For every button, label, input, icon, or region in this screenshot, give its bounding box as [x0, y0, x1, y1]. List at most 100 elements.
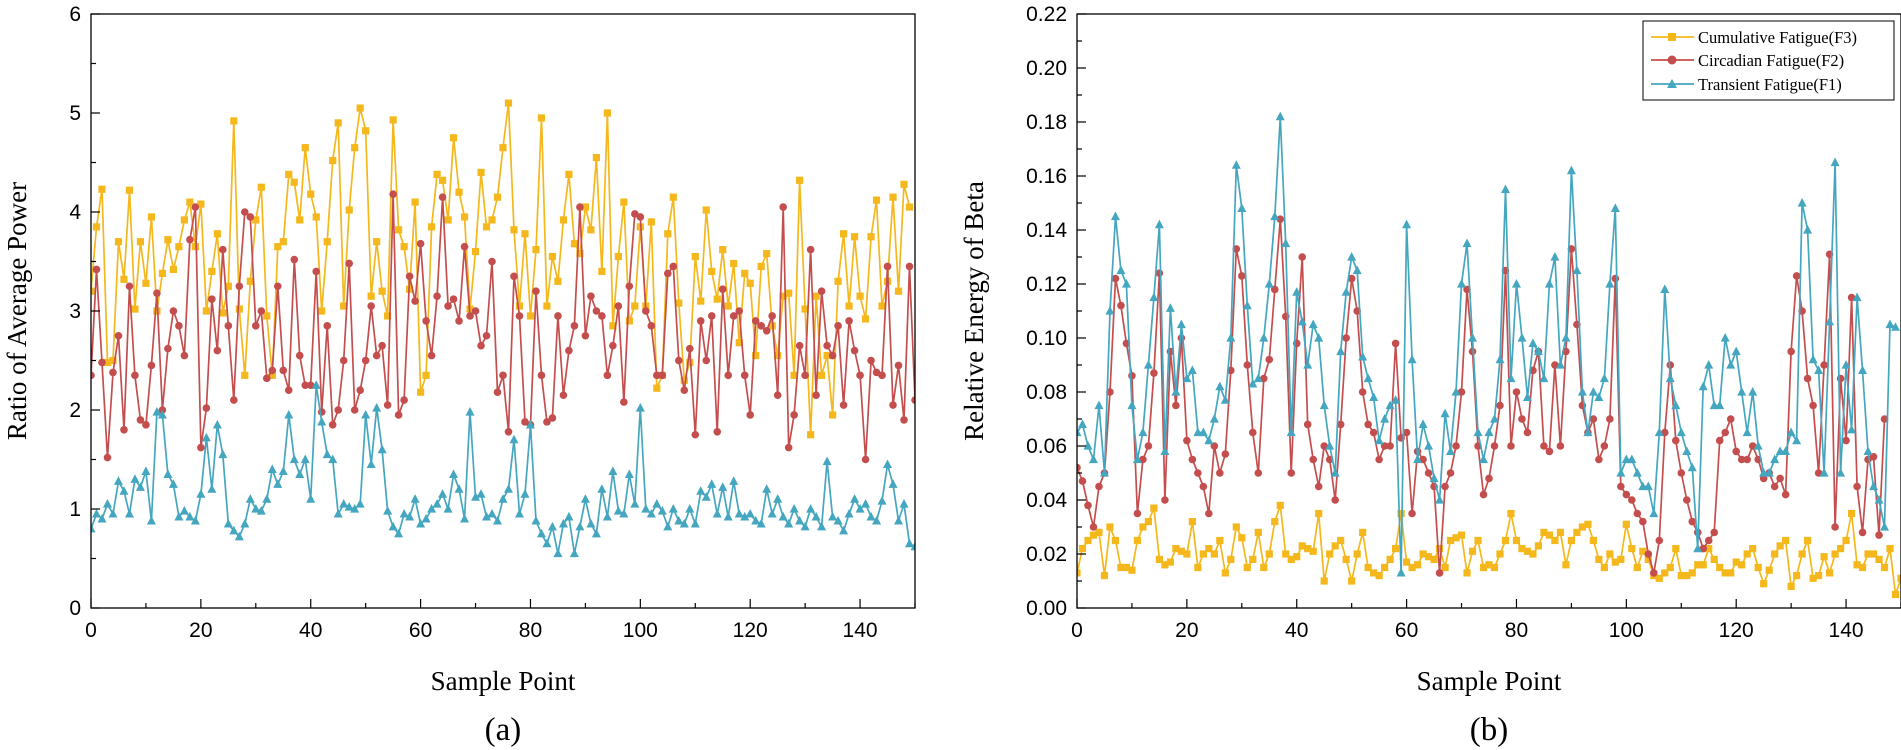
- panel-a-series-f2-point: [471, 307, 480, 315]
- panel-a-series-f3-point: [510, 226, 518, 234]
- panel-a-series-f1-point: [311, 380, 321, 389]
- panel-b-series-f1-point: [1143, 360, 1153, 369]
- panel-b-series-f3-point: [1452, 534, 1460, 542]
- panel-b-series-f2-point: [1781, 490, 1790, 499]
- panel-b-series-f1-point: [1330, 468, 1340, 477]
- panel-b-series-f2-point: [1512, 388, 1521, 396]
- panel-b-series-f1-point: [1077, 419, 1087, 428]
- panel-a-series-f1-point: [894, 515, 904, 525]
- panel-a-series-f3-point: [136, 238, 145, 246]
- panel-b-series-f3-point: [1864, 550, 1872, 558]
- panel-b-series-f1-point: [1308, 319, 1318, 329]
- panel-b-data-marks: [1077, 111, 1901, 599]
- panel-a-series-f3-point: [125, 186, 134, 194]
- panel-a-series-f2-point: [559, 391, 568, 399]
- panel-b-series-f2-point: [1276, 215, 1285, 223]
- panel-a-series-f2-point: [889, 401, 897, 409]
- panel-b-series-f2-point: [1248, 428, 1257, 437]
- panel-b-series-f2-point: [1485, 474, 1493, 483]
- panel-b-series-f3-point: [1842, 536, 1850, 545]
- panel-a-series-f1-point: [729, 476, 739, 485]
- panel-a-series-f2-point: [175, 322, 183, 330]
- panel-a-series-f1-point: [97, 513, 107, 523]
- panel-b-series-f2-point: [1128, 372, 1136, 380]
- panel-a-series-f3-point: [235, 305, 243, 313]
- panel-a-series-f2-point: [197, 443, 205, 452]
- panel-b-series-f1-point: [1127, 400, 1137, 410]
- panel-a-series-f1-point: [734, 508, 744, 518]
- panel-a-series-f2-point: [790, 411, 798, 419]
- panel-a-series-f2-point: [186, 235, 194, 244]
- panel-b-series-f1-point: [1479, 454, 1489, 464]
- panel-b-series-f1-point: [1094, 400, 1104, 410]
- panel-a-series-f3-point: [158, 269, 167, 277]
- panel-a-series-f3-point: [444, 216, 452, 224]
- panel-a-series-f3-point: [752, 351, 760, 360]
- panel-a-series-f2-point: [334, 406, 343, 414]
- panel-b-series-f3-point: [1732, 558, 1740, 566]
- panel-a-y-tick-label: 0: [69, 597, 81, 620]
- panel-a-series-f1-point: [569, 548, 579, 558]
- panel-b-series-f3-point: [1545, 531, 1554, 539]
- panel-a-series-f2-point: [850, 346, 859, 355]
- panel-b-series-f2-point: [1452, 442, 1460, 450]
- panel-a-series-f1-point: [471, 492, 481, 501]
- panel-a-y-tick-label: 1: [69, 498, 81, 521]
- panel-a-series-f2-point: [768, 312, 776, 320]
- panel-b-series-f1-point: [1226, 333, 1236, 342]
- panel-a-series-f1-point: [602, 511, 612, 521]
- panel-a-series-f3-point: [422, 371, 430, 379]
- panel-a-series-f1-point: [344, 502, 354, 511]
- panel-a-series-f1-point: [284, 409, 294, 419]
- panel-b-series-f2-point: [1589, 415, 1598, 423]
- panel-a-series-f3-point: [620, 198, 628, 206]
- panel-a-series-f3-point: [417, 388, 425, 396]
- panel-a-series-f1-point: [558, 518, 568, 528]
- panel-a-axes: 0 20 40 60 80 100 120 140 0 1 2 3 4 5 6: [69, 3, 916, 642]
- panel-a-series-f3-point: [532, 246, 540, 254]
- panel-b-series-f1-point: [1253, 373, 1263, 383]
- panel-b-series-f1-point: [1264, 279, 1274, 288]
- panel-a-series-f1-point: [124, 508, 134, 518]
- panel-b-series-f3-point: [1749, 545, 1757, 553]
- panel-b-series-f2-point: [1595, 455, 1603, 464]
- panel-b-series-f3-point: [1820, 553, 1828, 561]
- panel-a-series-f3-point: [285, 170, 293, 178]
- panel-a-series-f2-point: [724, 371, 733, 380]
- panel-a-series-f1-point: [696, 486, 706, 495]
- panel-b-series-f1-point: [1396, 567, 1406, 577]
- panel-a-series-f2-point: [147, 361, 156, 370]
- panel-b-series-f2-point: [1391, 339, 1400, 348]
- panel-b-series-f2-point: [1710, 528, 1719, 537]
- panel-b-series-f3-point: [1512, 536, 1521, 545]
- panel-a-series-f3-point: [757, 262, 765, 271]
- panel-a-series-f1-point: [646, 508, 656, 518]
- panel-a-series-f1-point: [663, 521, 673, 531]
- panel-b-series-f1-point: [1533, 346, 1543, 356]
- panel-a-series-f1-point: [839, 525, 849, 535]
- panel-a-series-f1-point: [91, 508, 101, 518]
- panel-a-series-f1-point: [855, 504, 865, 513]
- panel-b-series-f1-point: [1182, 373, 1192, 383]
- panel-a-series-f1-line: [91, 384, 916, 555]
- panel-b-y-tick-label: 0.14: [1026, 219, 1067, 242]
- panel-a-series-f1-point: [795, 515, 805, 525]
- panel-b-series-f3-point: [1875, 555, 1883, 563]
- panel-a-series-f3-point: [675, 299, 683, 307]
- panel-a-series-f3-point: [664, 230, 672, 238]
- panel-b-series-f3-point: [1183, 550, 1191, 558]
- panel-b-series-f3-point: [1364, 563, 1372, 572]
- panel-a-series-f1-point: [399, 508, 409, 518]
- panel-b-series-f2-point: [1770, 482, 1779, 491]
- panel-b-series-f1-point: [1781, 446, 1791, 455]
- panel-a-series-f1-point: [333, 508, 343, 518]
- panel-a-y-axis-label: Ratio of Average Power: [2, 182, 32, 440]
- panel-a-series-f1-point: [690, 518, 700, 528]
- panel-b-series-f1-point: [1869, 481, 1879, 491]
- panel-b-series-f1-point: [1248, 378, 1258, 388]
- panel-b-series-f1-point: [1748, 387, 1758, 396]
- panel-b-series-f2-point: [1309, 455, 1318, 464]
- panel-b-series-f3-point: [1100, 572, 1109, 580]
- panel-b-series-f2-point: [1628, 496, 1636, 504]
- panel-a-series-f2-point: [92, 265, 101, 274]
